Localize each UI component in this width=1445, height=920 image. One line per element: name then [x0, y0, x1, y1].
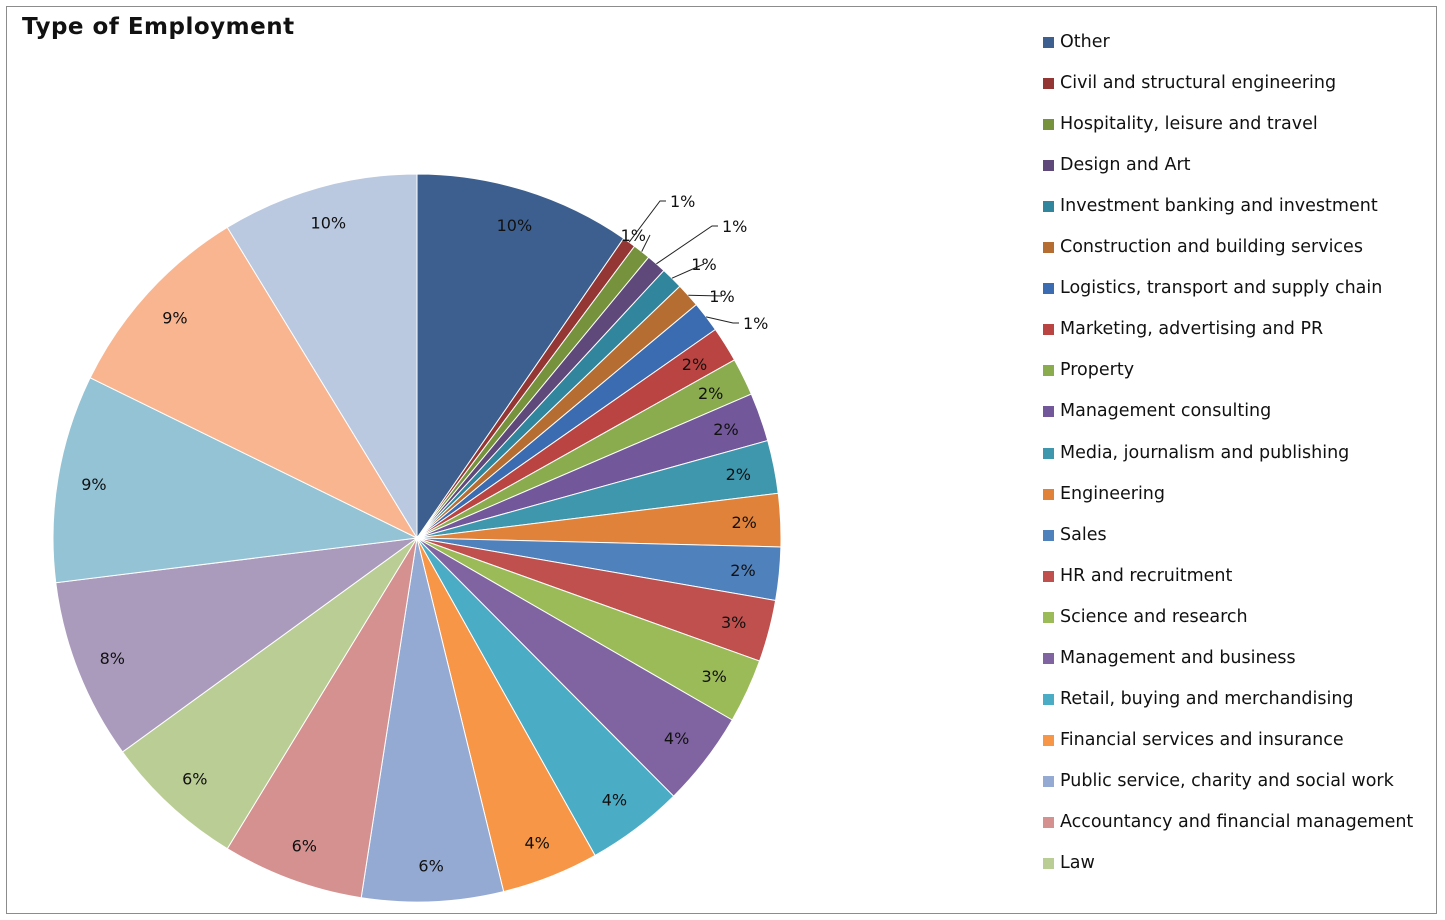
pie-slice	[226, 173, 418, 540]
legend-swatch	[1043, 78, 1054, 90]
legend-swatch	[1043, 447, 1054, 459]
legend-swatch	[1043, 201, 1054, 213]
leader-line	[628, 200, 666, 243]
data-label: 6%	[182, 770, 207, 789]
legend-swatch	[1043, 652, 1054, 664]
data-label: 2%	[713, 420, 738, 439]
data-label: 2%	[698, 384, 723, 403]
data-label: 2%	[682, 355, 707, 374]
data-label: 1%	[722, 217, 747, 236]
legend-swatch	[1043, 858, 1054, 869]
pie-slice	[52, 377, 419, 584]
legend-swatch	[1043, 324, 1054, 336]
data-label: 2%	[732, 513, 757, 532]
data-label: 1%	[621, 226, 646, 245]
legend-swatch	[1043, 160, 1054, 172]
data-label: 2%	[726, 465, 751, 484]
pie-slice	[416, 173, 625, 540]
data-label: 4%	[525, 834, 550, 853]
legend-swatch	[1043, 283, 1054, 295]
legend-swatch	[1043, 816, 1054, 828]
legend-label: Engineering	[1060, 483, 1165, 504]
data-label: 9%	[81, 475, 106, 494]
legend-swatch	[1043, 119, 1054, 131]
legend-swatch	[1043, 365, 1054, 377]
legend-label: Management consulting	[1060, 401, 1272, 422]
legend-label: Marketing, advertising and PR	[1060, 319, 1324, 340]
legend-label: Science and research	[1060, 606, 1248, 627]
legend-label: Hospitality, leisure and travel	[1060, 114, 1318, 135]
legend-label: HR and recruitment	[1060, 565, 1233, 586]
legend-label: Property	[1060, 360, 1135, 381]
legend-swatch	[1043, 37, 1054, 48]
legend-swatch	[1043, 529, 1054, 541]
legend-swatch	[1043, 570, 1054, 582]
data-label: 4%	[664, 729, 689, 748]
data-label: 1%	[743, 314, 768, 333]
legend-swatch	[1043, 242, 1054, 254]
legend-swatch	[1043, 734, 1054, 746]
legend-label: Retail, buying and merchandising	[1060, 688, 1354, 709]
data-label: 10%	[497, 216, 533, 235]
data-label: 10%	[311, 214, 347, 233]
leader-line	[705, 316, 739, 324]
legend-label: Sales	[1060, 524, 1107, 545]
legend-label: Construction and building services	[1060, 237, 1363, 258]
chart-title: Type of Employment	[22, 14, 295, 40]
data-label: 3%	[721, 613, 746, 632]
legend-swatch	[1043, 406, 1054, 418]
legend-label: Accountancy and financial management	[1060, 811, 1414, 832]
legend-label: Financial services and insurance	[1060, 729, 1344, 750]
data-label: 6%	[292, 837, 317, 856]
pie-slice	[360, 537, 505, 903]
data-label: 8%	[100, 649, 125, 668]
pie-slice	[226, 537, 418, 899]
legend-label: Media, journalism and publishing	[1060, 442, 1350, 463]
legend-label: Civil and structural engineering	[1060, 73, 1337, 94]
legend-swatch	[1043, 693, 1054, 705]
legend-swatch	[1043, 611, 1054, 623]
legend-label: Logistics, transport and supply chain	[1060, 278, 1383, 299]
legend-swatch	[1043, 775, 1054, 787]
legend-label: Investment banking and investment	[1060, 196, 1378, 217]
data-label: 4%	[602, 790, 627, 809]
legend-swatch	[1043, 488, 1054, 500]
pie-slice	[55, 537, 418, 753]
leader-line	[641, 234, 651, 252]
pie-slice	[121, 537, 418, 850]
leader-line	[671, 263, 705, 279]
data-label: 2%	[730, 561, 755, 580]
data-label: 1%	[670, 192, 695, 211]
legend-label: Design and Art	[1060, 155, 1191, 176]
legend-label: Other	[1060, 32, 1110, 52]
data-label: 1%	[709, 287, 734, 306]
legend-label: Public service, charity and social work	[1060, 770, 1394, 791]
legend-label: Management and business	[1060, 647, 1296, 668]
data-label: 1%	[691, 255, 716, 274]
data-label: 3%	[702, 667, 727, 686]
pie-slice	[89, 226, 419, 540]
data-label: 9%	[162, 308, 187, 327]
leader-line	[688, 294, 723, 297]
leader-line	[656, 225, 718, 265]
legend-label: Law	[1060, 853, 1095, 873]
data-label: 6%	[418, 856, 443, 875]
